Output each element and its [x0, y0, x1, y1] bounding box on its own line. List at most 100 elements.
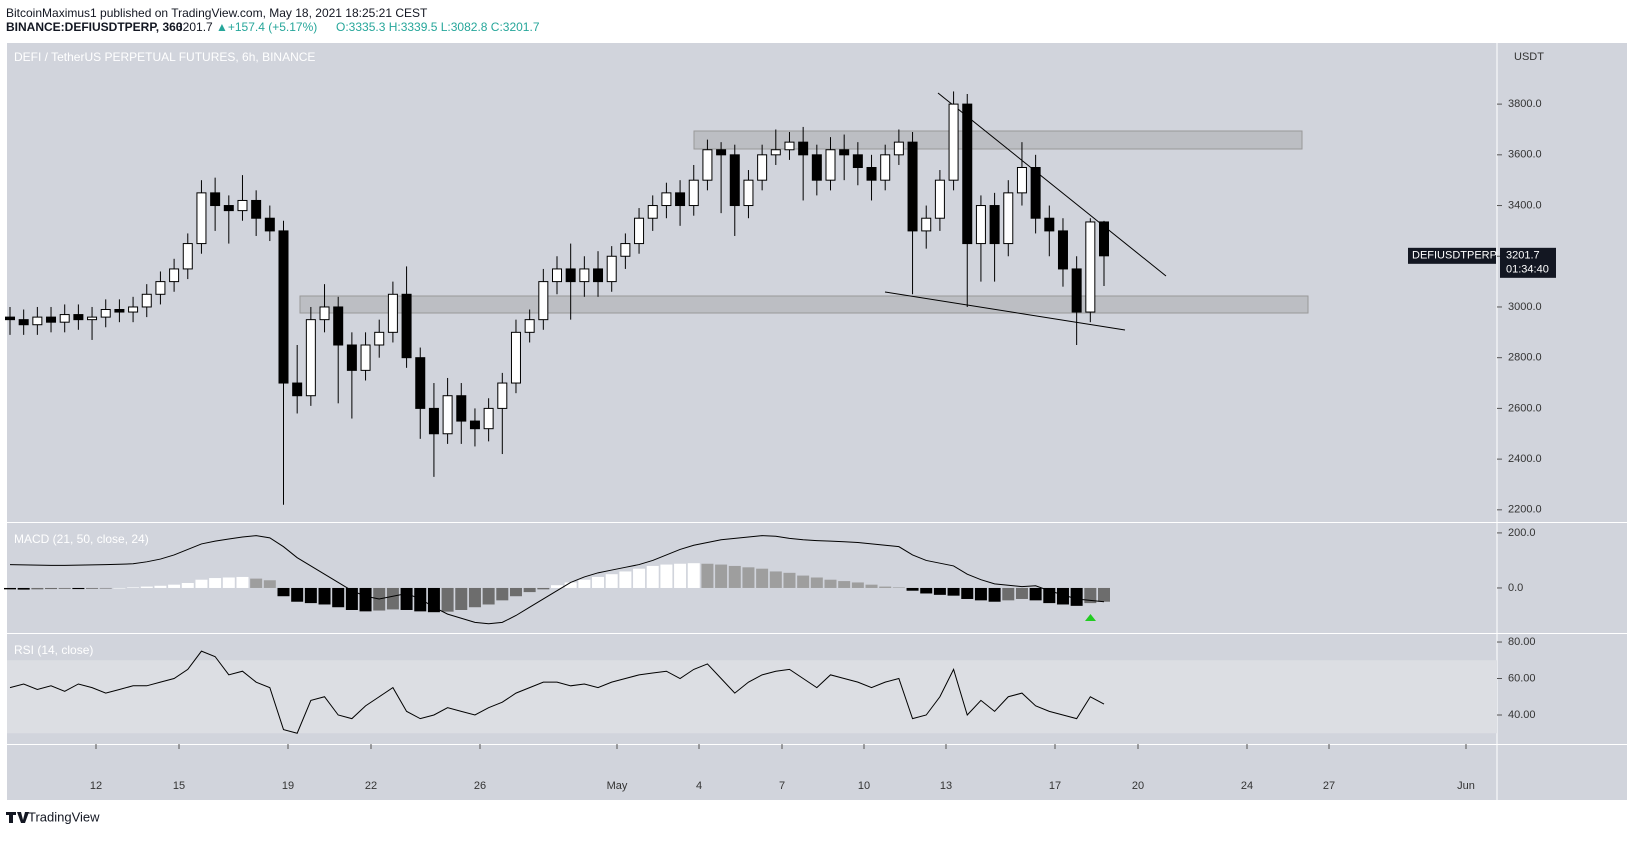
macd-bar: [865, 584, 878, 588]
macd-bar: [31, 587, 44, 590]
macd-bar: [701, 563, 714, 588]
macd-bar: [633, 568, 646, 588]
candle-body: [456, 395, 467, 422]
candle-body: [1003, 192, 1014, 245]
macd-bar: [195, 579, 208, 588]
macd-bar: [427, 587, 440, 613]
candle-body: [374, 331, 385, 346]
y-tick-label: 3600.0: [1508, 149, 1542, 161]
macd-bar: [250, 578, 263, 588]
footer-logo: TradingView: [28, 809, 100, 824]
macd-bar: [359, 587, 372, 612]
candle-body: [237, 199, 248, 212]
candle-body: [729, 154, 740, 207]
macd-bar: [728, 565, 741, 588]
candle-body: [1099, 221, 1109, 257]
y-tick-label: 80.00: [1508, 636, 1536, 648]
macd-bar: [17, 587, 30, 590]
candle-body: [510, 331, 521, 384]
macd-bar: [592, 576, 605, 588]
candle-body: [155, 281, 166, 295]
y-tick-label: 3800.0: [1508, 98, 1542, 110]
macd-bar: [4, 587, 16, 590]
candle-body: [319, 306, 330, 321]
candle-body: [1016, 167, 1027, 194]
macd-bar: [537, 587, 550, 590]
y-tick-label: 2800.0: [1508, 352, 1542, 364]
x-tick-label: May: [607, 780, 628, 792]
candle-body: [401, 293, 412, 359]
macd-bar: [482, 587, 495, 605]
macd-bar: [838, 581, 851, 588]
candle-body: [634, 217, 645, 245]
candle-body: [114, 309, 125, 313]
candle-body: [141, 293, 152, 308]
x-tick-label: 4: [696, 780, 702, 792]
macd-bar: [58, 587, 71, 589]
candle-body: [866, 167, 877, 181]
candle-body: [593, 268, 604, 283]
x-tick-label: 22: [365, 780, 377, 792]
candle-body: [18, 319, 29, 326]
candle-body: [688, 179, 699, 207]
macd-bar: [1070, 587, 1083, 606]
rsi-band: [7, 660, 1497, 734]
macd-bar: [99, 587, 112, 589]
candle-body: [565, 268, 576, 283]
macd-bar: [236, 576, 249, 588]
macd-bar: [291, 587, 304, 602]
candle-body: [716, 149, 727, 156]
last-price: 3201.7: [176, 20, 213, 34]
candle-body: [415, 357, 426, 409]
candle-body: [1085, 221, 1096, 313]
pane-title: DEFI / TetherUS PERPETUAL FUTURES, 6h, B…: [14, 50, 315, 64]
x-tick-label: 24: [1241, 780, 1253, 792]
candle-body: [647, 205, 658, 219]
y-tick-label: 3400.0: [1508, 199, 1542, 211]
candle-body: [1030, 167, 1041, 219]
candle-body: [278, 230, 289, 384]
candle-body: [661, 192, 672, 207]
macd-bar: [345, 587, 358, 610]
pane-title: MACD (21, 50, close, 24): [14, 532, 149, 546]
signal-arrow: [1085, 614, 1096, 621]
macd-bar: [168, 584, 181, 588]
y-tick-label: 0.0: [1508, 582, 1523, 594]
macd-bar: [468, 587, 481, 608]
rsi-line: [9, 650, 1105, 734]
macd-bar: [564, 582, 577, 588]
candle-body: [210, 192, 221, 207]
candle-body: [87, 316, 98, 321]
macd-bar: [332, 587, 345, 608]
price-tag-countdown: 01:34:40: [1506, 264, 1549, 276]
macd-bar: [974, 587, 987, 601]
ohlc: O:3335.3 H:3339.5 L:3082.8 C:3201.7: [336, 20, 540, 34]
candle-body: [100, 309, 111, 318]
candle-body: [620, 243, 631, 257]
macd-bar: [414, 587, 427, 612]
macd-bar: [906, 587, 919, 591]
macd-bar: [660, 564, 673, 588]
macd-bar: [441, 587, 454, 612]
candle-body: [770, 149, 781, 156]
candle-body: [428, 407, 439, 435]
y-tick-label: 200.0: [1508, 527, 1536, 539]
x-tick-label: 13: [940, 780, 952, 792]
macd-bar: [113, 587, 126, 589]
candle-body: [811, 154, 822, 181]
macd-bar: [797, 575, 810, 588]
candle-body: [73, 314, 84, 321]
logo-icon: [6, 812, 29, 823]
candle-body: [784, 141, 795, 151]
candle-body: [989, 205, 1000, 245]
y-tick-label: 60.00: [1508, 672, 1536, 684]
macd-bar: [933, 587, 946, 595]
macd-bar: [742, 567, 755, 588]
candle-body: [962, 103, 973, 245]
x-tick-label: 7: [779, 780, 785, 792]
macd-bar: [1098, 587, 1110, 602]
candle-body: [483, 407, 494, 430]
macd-bar: [879, 586, 892, 588]
candle-body: [907, 141, 918, 232]
